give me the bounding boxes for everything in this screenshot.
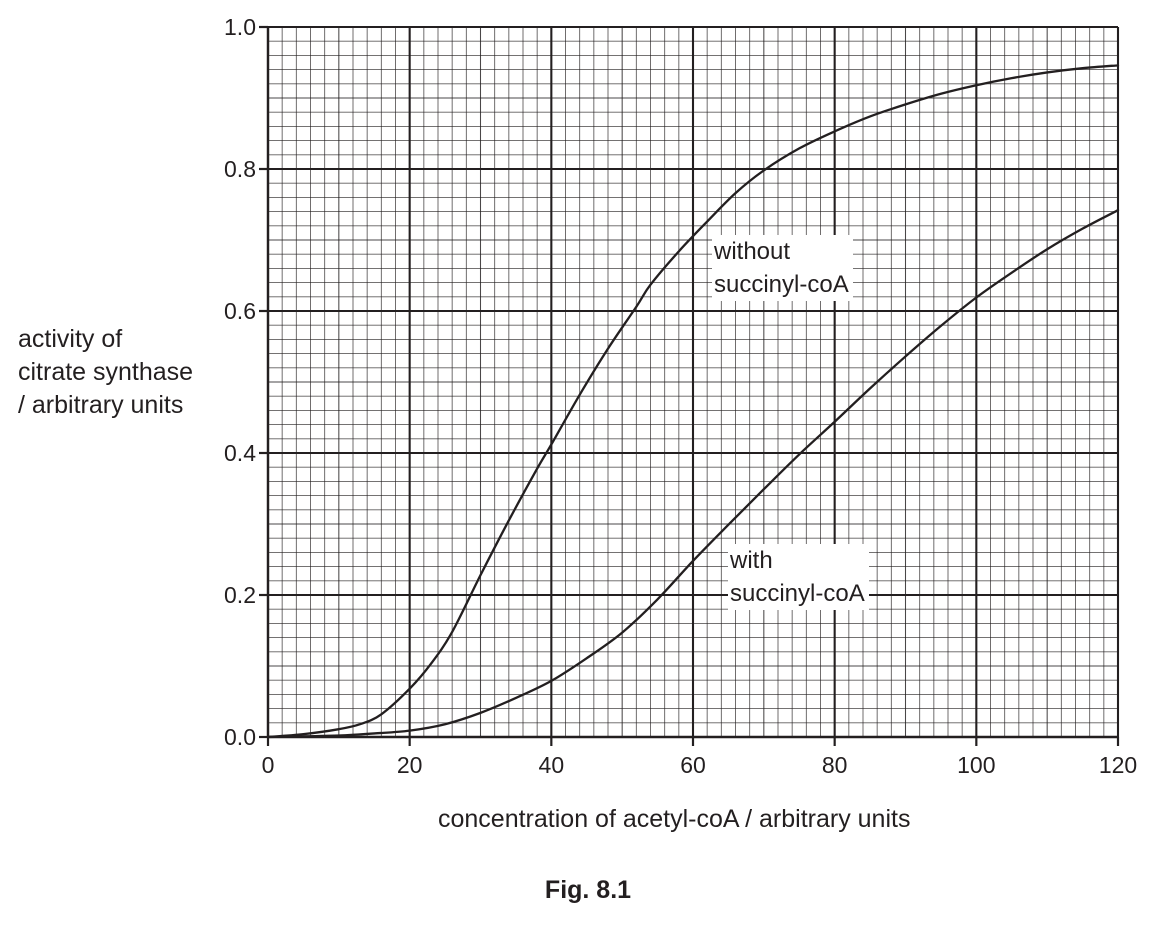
x-tick-label: 120 xyxy=(1099,752,1137,778)
series-annotation-without-succinyl-coa: without succinyl-coA xyxy=(712,235,853,301)
y-tick-label: 0.6 xyxy=(224,298,256,324)
x-tick-label: 20 xyxy=(397,752,423,778)
series-lines xyxy=(266,64,1120,739)
x-axis-title: concentration of acetyl-coA / arbitrary … xyxy=(438,805,911,833)
annotation-line-2: succinyl-coA xyxy=(714,271,849,298)
y-axis-title-line-1: activity of xyxy=(18,325,123,353)
series-line-with-succinyl-coa xyxy=(266,209,1120,739)
y-tick-label: 0.2 xyxy=(224,582,256,608)
x-tick-label: 80 xyxy=(822,752,848,778)
x-tick-label: 0 xyxy=(262,752,275,778)
y-tick-label: 0.8 xyxy=(224,156,256,182)
y-tick-label: 0.0 xyxy=(224,724,256,750)
tick-labels: 0 20 40 60 80 100 120 0.0 0.2 0.4 0.6 0.8 1.0 xyxy=(224,14,1137,778)
y-axis-title-line-2: citrate synthase xyxy=(18,358,194,386)
x-tick-label: 40 xyxy=(539,752,565,778)
annotation-line-1: with xyxy=(730,547,773,574)
x-tick-label: 100 xyxy=(957,752,995,778)
series-annotation-with-succinyl-coa: with succinyl-coA xyxy=(728,544,869,610)
series-line-without-succinyl-coa xyxy=(266,64,1120,739)
annotation-line-2: succinyl-coA xyxy=(730,580,865,607)
y-axis-title-line-3: / arbitrary units xyxy=(18,391,184,419)
x-tick-label: 60 xyxy=(680,752,706,778)
grid xyxy=(266,25,1120,739)
y-axis-title: activity of citrate synthase / arbitrary… xyxy=(18,323,193,422)
axes xyxy=(259,25,1120,746)
figure-caption: Fig. 8.1 xyxy=(544,876,632,904)
y-tick-label: 1.0 xyxy=(224,14,256,40)
y-tick-label: 0.4 xyxy=(224,440,256,466)
annotation-line-1: without xyxy=(714,238,791,265)
